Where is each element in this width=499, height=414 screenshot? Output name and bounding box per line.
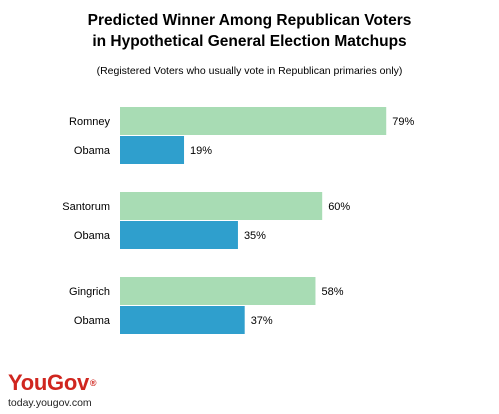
chart-subtitle: (Registered Voters who usually vote in R… bbox=[96, 65, 403, 77]
value-label-obama: 19% bbox=[190, 145, 212, 157]
logo-text: YouGov bbox=[8, 370, 89, 395]
category-label-obama: Obama bbox=[74, 315, 111, 327]
value-label-santorum: 60% bbox=[328, 201, 350, 213]
chart-title-line-1: Predicted Winner Among Republican Voters bbox=[87, 12, 412, 29]
value-label-gingrich: 58% bbox=[321, 286, 343, 298]
bar-obama-group-1 bbox=[120, 136, 185, 164]
bar-obama-group-3 bbox=[120, 306, 245, 334]
chart-title-line-2: in Hypothetical General Election Matchup… bbox=[92, 33, 407, 50]
value-label-romney: 79% bbox=[392, 116, 414, 128]
bar-gingrich-group-3 bbox=[120, 277, 316, 305]
bar-obama-group-2 bbox=[120, 221, 238, 249]
category-label-santorum: Santorum bbox=[62, 201, 110, 213]
category-label-obama: Obama bbox=[74, 145, 111, 157]
bar-romney-group-1 bbox=[120, 107, 387, 135]
yougov-logo: YouGov® bbox=[8, 370, 97, 395]
registered-mark: ® bbox=[89, 378, 97, 388]
bar-santorum-group-2 bbox=[120, 192, 323, 220]
chart-title: Predicted Winner Among Republican Voters… bbox=[0, 10, 499, 52]
value-label-obama: 35% bbox=[244, 230, 266, 242]
category-label-gingrich: Gingrich bbox=[69, 286, 110, 298]
value-label-obama: 37% bbox=[251, 315, 273, 327]
category-label-romney: Romney bbox=[69, 116, 110, 128]
source-url: today.yougov.com bbox=[8, 397, 92, 409]
category-label-obama: Obama bbox=[74, 230, 111, 242]
